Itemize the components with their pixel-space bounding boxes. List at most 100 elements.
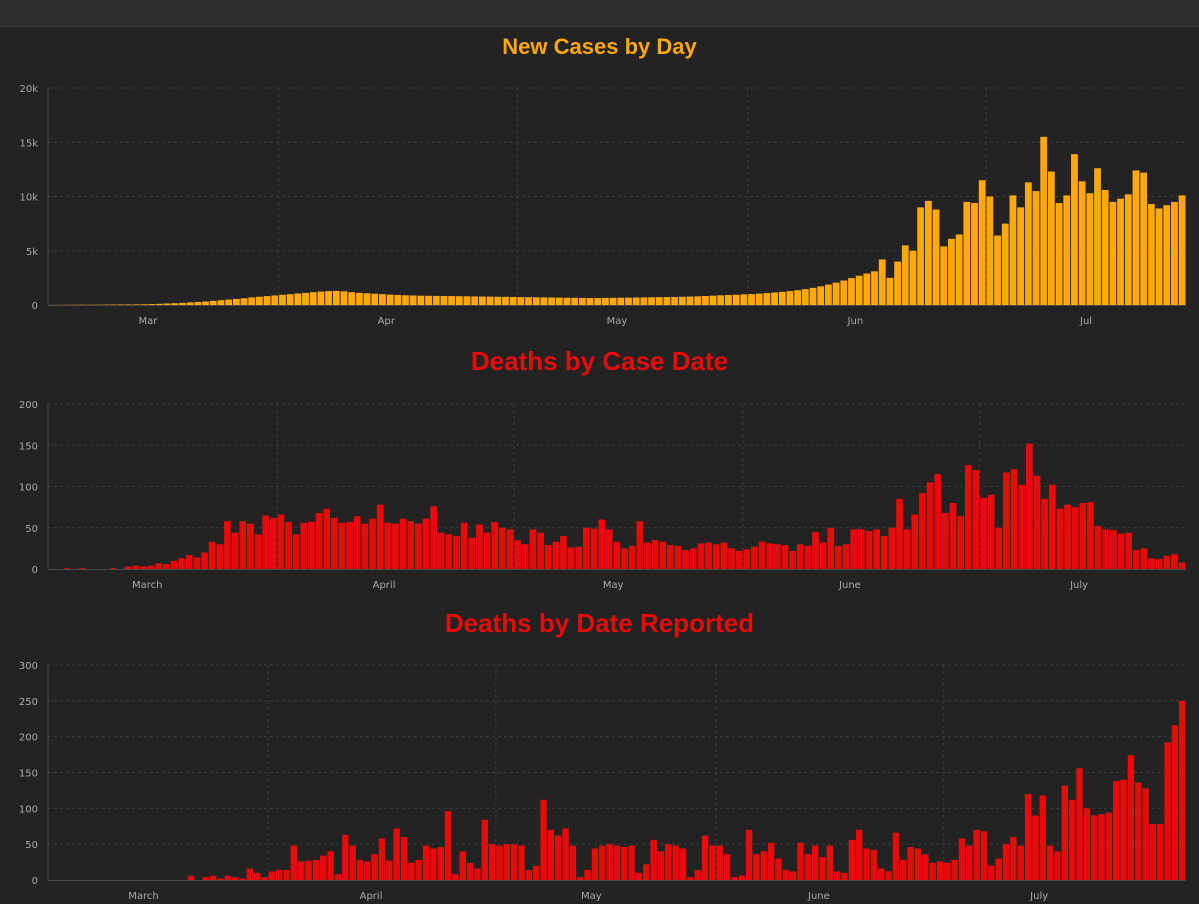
bar[interactable] [735, 550, 743, 569]
bar[interactable] [422, 518, 430, 569]
bar[interactable] [124, 566, 132, 569]
bar[interactable] [231, 532, 239, 569]
bar[interactable] [340, 291, 348, 305]
bar[interactable] [870, 849, 878, 880]
bar[interactable] [922, 854, 929, 880]
bar[interactable] [148, 304, 156, 305]
bar[interactable] [510, 844, 518, 880]
bar[interactable] [948, 238, 955, 305]
bar[interactable] [224, 875, 232, 880]
bar[interactable] [156, 303, 163, 305]
bar[interactable] [209, 875, 217, 880]
bar[interactable] [775, 858, 782, 881]
bar[interactable] [393, 828, 400, 880]
bar[interactable] [682, 550, 690, 569]
bar[interactable] [117, 304, 125, 305]
bar[interactable] [1076, 768, 1083, 880]
bar[interactable] [1079, 503, 1087, 569]
bar[interactable] [825, 284, 832, 305]
bar[interactable] [171, 303, 179, 305]
bar[interactable] [940, 246, 948, 305]
bar[interactable] [745, 829, 753, 880]
bar[interactable] [929, 862, 936, 880]
bar[interactable] [917, 207, 925, 305]
bar[interactable] [1078, 181, 1086, 305]
bar[interactable] [786, 291, 794, 305]
bar[interactable] [892, 832, 900, 880]
bar[interactable] [606, 844, 613, 880]
bar[interactable] [1110, 530, 1117, 569]
bar[interactable] [949, 503, 957, 569]
bar[interactable] [437, 532, 445, 569]
bar[interactable] [471, 296, 479, 305]
bar[interactable] [400, 837, 408, 880]
bar[interactable] [728, 548, 735, 569]
bar[interactable] [880, 536, 888, 569]
bar[interactable] [1109, 201, 1117, 305]
bar[interactable] [1010, 469, 1018, 569]
bar[interactable] [694, 296, 702, 305]
bar[interactable] [399, 518, 407, 569]
bar[interactable] [743, 549, 751, 569]
bar[interactable] [378, 838, 386, 880]
bar[interactable] [361, 523, 369, 569]
bar[interactable] [628, 845, 635, 880]
bar[interactable] [1178, 195, 1186, 305]
bar[interactable] [640, 297, 648, 305]
bar[interactable] [217, 300, 225, 305]
bar[interactable] [364, 861, 371, 880]
bar[interactable] [240, 298, 248, 305]
bar[interactable] [532, 297, 540, 305]
bar[interactable] [327, 851, 334, 880]
bar[interactable] [697, 543, 705, 569]
bar[interactable] [1101, 189, 1109, 305]
bar[interactable] [323, 508, 331, 569]
bar[interactable] [1017, 845, 1024, 880]
bar[interactable] [125, 304, 133, 305]
bar[interactable] [309, 292, 317, 305]
bar[interactable] [725, 295, 732, 305]
bar[interactable] [709, 295, 717, 305]
bar[interactable] [386, 294, 394, 305]
bar[interactable] [781, 545, 789, 569]
bar[interactable] [342, 834, 349, 880]
bar[interactable] [911, 514, 919, 569]
bar[interactable] [285, 521, 292, 569]
bar[interactable] [657, 851, 665, 880]
bar[interactable] [1071, 154, 1078, 305]
bar[interactable] [817, 286, 825, 305]
bar[interactable] [109, 568, 117, 569]
bar[interactable] [463, 296, 471, 305]
bar[interactable] [628, 545, 636, 569]
bar[interactable] [678, 296, 686, 305]
bar[interactable] [140, 566, 147, 569]
bar[interactable] [224, 521, 231, 569]
bar[interactable] [632, 297, 640, 305]
bar[interactable] [995, 527, 1003, 569]
bar[interactable] [330, 517, 338, 569]
bar[interactable] [1179, 700, 1186, 880]
bar[interactable] [651, 540, 659, 569]
bar[interactable] [448, 296, 456, 305]
bar[interactable] [863, 273, 871, 305]
bar[interactable] [239, 878, 246, 880]
bar[interactable] [422, 845, 430, 880]
bar[interactable] [554, 835, 562, 880]
bar[interactable] [740, 294, 748, 305]
bar[interactable] [701, 295, 709, 305]
bar[interactable] [840, 280, 848, 305]
bar[interactable] [782, 869, 790, 880]
bar[interactable] [575, 546, 583, 569]
bar[interactable] [529, 529, 537, 569]
bar[interactable] [187, 875, 195, 880]
bar[interactable] [907, 847, 914, 880]
bar[interactable] [655, 297, 663, 305]
bar[interactable] [290, 845, 298, 880]
bar[interactable] [1003, 472, 1010, 569]
bar[interactable] [1009, 195, 1017, 305]
bar[interactable] [995, 858, 1002, 881]
bar[interactable] [302, 292, 309, 305]
bar[interactable] [503, 844, 511, 880]
bar[interactable] [738, 875, 745, 880]
bar[interactable] [186, 302, 194, 305]
